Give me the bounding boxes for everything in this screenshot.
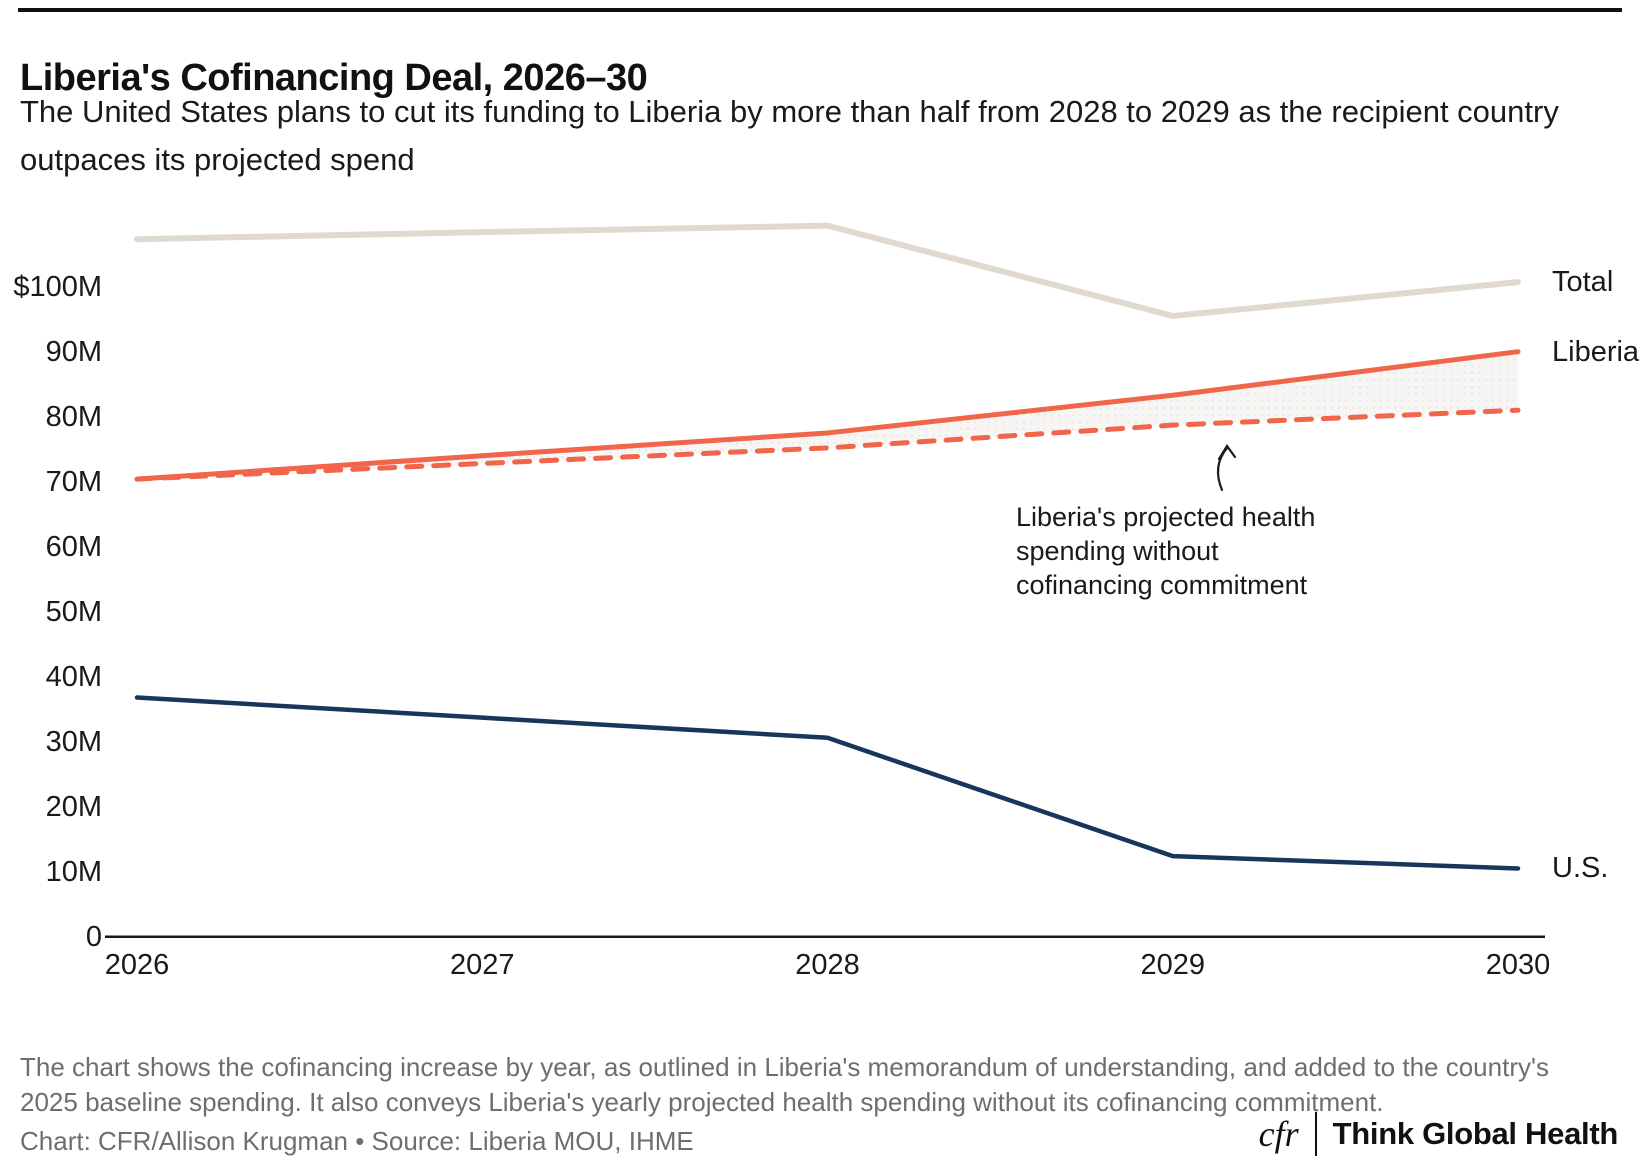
line-total — [134, 222, 1521, 319]
y-tick-30M: 30M — [45, 725, 102, 758]
end-label-liberia: Liberia — [1552, 335, 1640, 368]
cofinancing-gap-band — [137, 351, 1518, 480]
y-tick-50M: 50M — [45, 595, 102, 628]
x-tick-2030: 2030 — [1485, 949, 1551, 981]
y-tick-0: 0 — [85, 920, 102, 953]
y-tick-80M: 80M — [45, 400, 102, 433]
line-u-s — [134, 695, 1521, 871]
top-rule — [18, 8, 1622, 12]
cfr-logo: cfr — [1258, 1114, 1299, 1154]
think-global-health-logo: Think Global Health — [1332, 1116, 1619, 1151]
y-tick-10M: 10M — [45, 855, 102, 888]
logo-divider — [1314, 1112, 1317, 1156]
x-tick-2029: 2029 — [1140, 949, 1205, 981]
y-tick-40M: 40M — [45, 660, 102, 693]
line-liberia-projected-without-cofinancing — [134, 407, 1521, 482]
end-label-us: U.S. — [1552, 852, 1609, 885]
brand-logo: cfr Think Global Health — [1259, 1112, 1618, 1156]
chart-subtitle: The United States plans to cut its fundi… — [20, 94, 1559, 177]
x-tick-2028: 2028 — [795, 949, 860, 981]
credit-source: Chart: CFR/Allison Krugman • Source: Lib… — [20, 1126, 694, 1156]
line-liberia — [134, 349, 1521, 482]
x-tick-2027: 2027 — [449, 949, 515, 981]
y-tick-20M: 20M — [45, 790, 102, 823]
end-label-total: Total — [1552, 266, 1614, 299]
y-tick-70M: 70M — [45, 465, 102, 498]
y-tick-100M: $100M — [13, 270, 102, 303]
y-tick-90M: 90M — [45, 335, 102, 368]
annotation-arrow — [1216, 444, 1237, 492]
annotation-text: Liberia's projected health spending with… — [1016, 502, 1316, 600]
footnote: The chart shows the cofinancing increase… — [20, 1052, 1549, 1117]
x-tick-2026: 2026 — [104, 949, 170, 981]
y-tick-60M: 60M — [45, 530, 102, 563]
chart-title: Liberia's Cofinancing Deal, 2026–30 — [20, 57, 648, 100]
